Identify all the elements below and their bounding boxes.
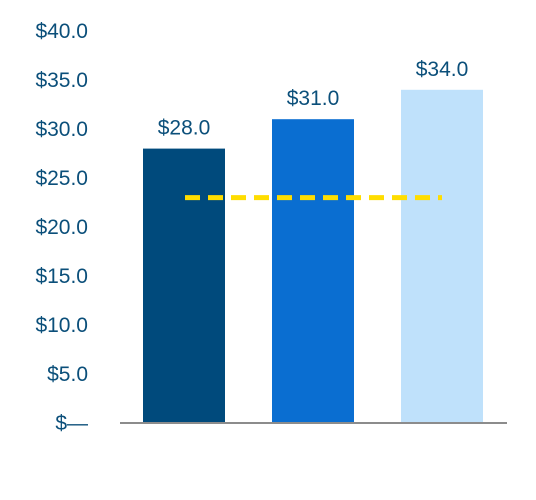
y-tick-label: $25.0 <box>35 167 88 190</box>
bar-value-label: $34.0 <box>416 58 469 81</box>
y-tick-label: $40.0 <box>35 20 88 43</box>
y-tick-label: $10.0 <box>35 314 88 337</box>
bar <box>272 119 354 423</box>
y-tick-label: $35.0 <box>35 69 88 92</box>
bar-value-label: $28.0 <box>158 117 211 140</box>
bar-value-label: $31.0 <box>287 87 340 110</box>
y-tick-label: $— <box>55 412 88 435</box>
y-tick-label: $30.0 <box>35 118 88 141</box>
y-tick-label: $20.0 <box>35 216 88 239</box>
bar <box>143 148 225 423</box>
bar <box>401 89 483 424</box>
y-tick-label: $15.0 <box>35 265 88 288</box>
y-tick-label: $5.0 <box>47 363 88 386</box>
